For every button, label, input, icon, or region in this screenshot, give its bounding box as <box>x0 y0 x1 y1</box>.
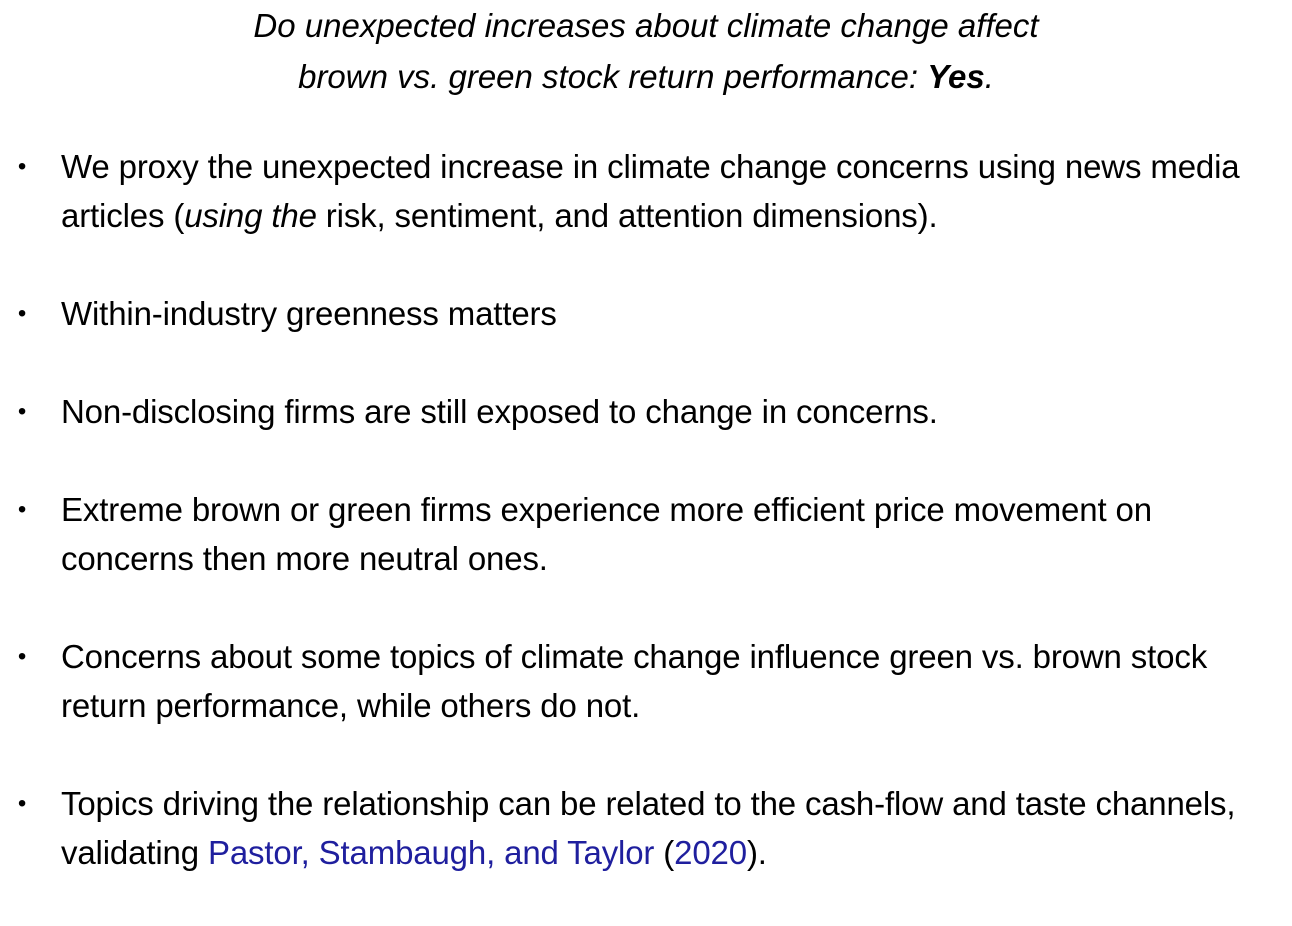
title-line-1: Do unexpected increases about climate ch… <box>253 7 1039 44</box>
bullet-text-part: ). <box>746 834 767 871</box>
bullet-dot-icon: • <box>17 398 27 425</box>
bullet-text-part: risk, sentiment, and attention dimension… <box>316 197 938 234</box>
bullet-dot-icon: • <box>17 496 27 523</box>
bullet-text: Topics driving the relationship can be r… <box>61 779 1284 877</box>
bullet-text: Within-industry greenness matters <box>61 295 557 332</box>
bullet-text-part: We proxy the unexpected increase in clim… <box>61 148 1240 234</box>
bullet-dot-icon: • <box>17 300 27 327</box>
bullet-item-extreme-firms: • Extreme brown or green firms experienc… <box>0 485 1292 583</box>
bullet-item-non-disclosing: • Non-disclosing firms are still exposed… <box>0 387 1292 436</box>
bullet-text-part: ( <box>654 834 675 871</box>
title-line-2-prefix: brown vs. green stock return performance… <box>298 58 928 95</box>
title-line-2: brown vs. green stock return performance… <box>0 51 1292 102</box>
title-line-2-suffix: . <box>984 58 994 95</box>
citation-year-link[interactable]: 2020 <box>674 834 747 871</box>
title-answer: Yes <box>927 58 985 95</box>
slide: Do unexpected increases about climate ch… <box>0 0 1292 871</box>
bullet-text-italic: using the <box>184 197 317 234</box>
bullet-list: • We proxy the unexpected increase in cl… <box>0 142 1292 926</box>
bullet-dot-icon: • <box>17 790 27 817</box>
bullet-item-greenness: • Within-industry greenness matters <box>0 289 1292 338</box>
slide-title: Do unexpected increases about climate ch… <box>0 0 1292 102</box>
bullet-item-news-proxy: • We proxy the unexpected increase in cl… <box>0 142 1292 240</box>
bullet-text: Concerns about some topics of climate ch… <box>61 638 1208 724</box>
bullet-text: Extreme brown or green firms experience … <box>61 491 1152 577</box>
bullet-item-channels: • Topics driving the relationship can be… <box>0 779 1292 877</box>
bullet-text-part: Topics driving the relationship can be r… <box>61 785 1236 871</box>
bullet-text: We proxy the unexpected increase in clim… <box>61 142 1284 240</box>
bullet-text: Non-disclosing firms are still exposed t… <box>61 393 938 430</box>
bullet-dot-icon: • <box>17 643 27 670</box>
citation-authors-link[interactable]: Pastor, Stambaugh, and Taylor <box>207 834 655 871</box>
bullet-item-topics-influence: • Concerns about some topics of climate … <box>0 632 1292 730</box>
bullet-dot-icon: • <box>17 153 27 180</box>
